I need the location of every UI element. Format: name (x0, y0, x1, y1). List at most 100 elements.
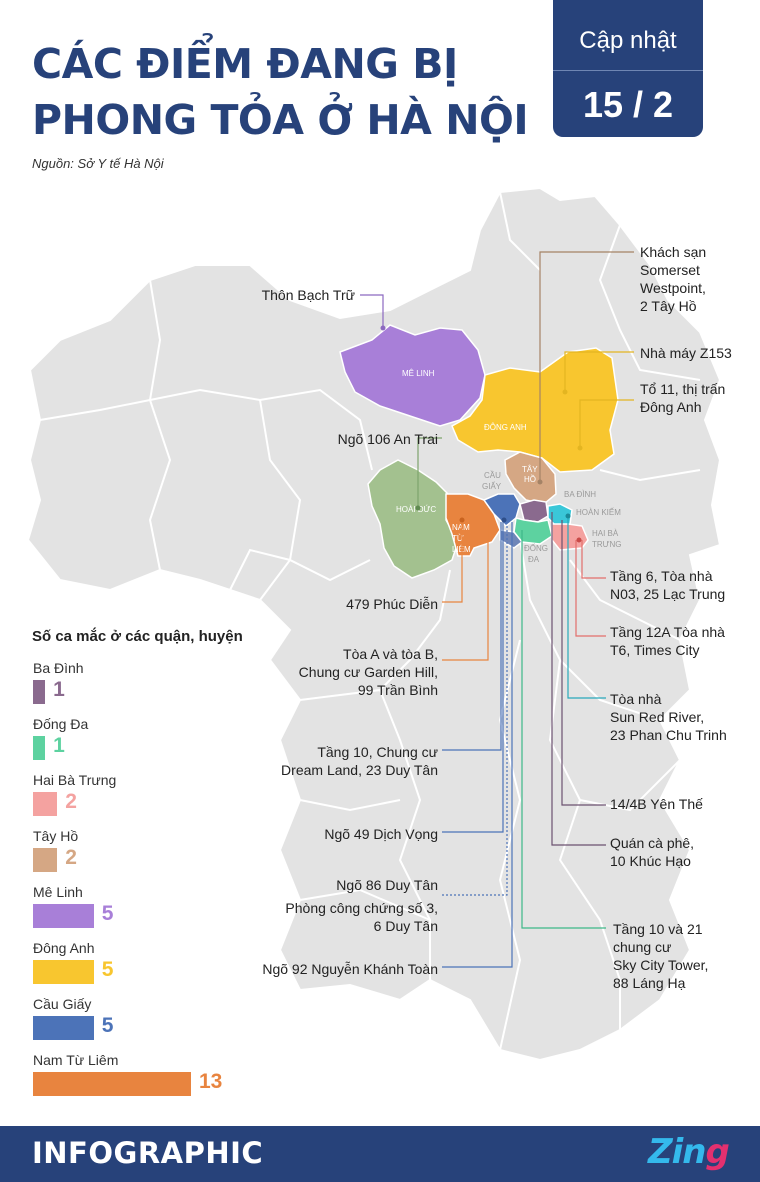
district-labels-grey: CẦU GIẤY BA ĐÌNH HOÀN KIẾM ĐỐNG ĐA HAI B… (482, 470, 622, 564)
leader-nkt (442, 522, 513, 968)
label-phucdien: 479 Phúc Diễn (346, 596, 438, 612)
dot-nkt (501, 517, 507, 523)
footer: INFOGRAPHIC Zing (0, 1126, 760, 1182)
label-gardenhill: Tòa A và tòa B, Chung cư Garden Hill, 99… (298, 646, 438, 698)
legend-name: Tây Hồ (33, 828, 79, 844)
leader-bachtru (360, 294, 384, 328)
label-ba-dinh: BA ĐÌNH (564, 490, 596, 499)
legend-value: 2 (65, 846, 77, 869)
district-cau-giay (482, 493, 521, 528)
label-tay-ho-1: TÂY (522, 465, 538, 474)
legend-bar (33, 680, 46, 704)
legend-value: 5 (101, 958, 114, 981)
label-dong-da-1: ĐỐNG (524, 543, 548, 553)
label-hoan-kiem: HOÀN KIẾM (576, 507, 621, 517)
label-skycity: Tầng 10 và 21 chung cư Sky City Tower, 8… (613, 921, 709, 991)
badge-label: Cập nhật (579, 27, 677, 54)
label-bachtru: Thôn Bạch Trữ (261, 287, 355, 303)
legend-name: Nam Từ Liêm (33, 1052, 119, 1068)
dot-sunred (565, 513, 571, 519)
label-dreamland: Tầng 10, Chung cư Dream Land, 23 Duy Tân (281, 744, 438, 778)
label-lactrung: Tầng 6, Tòa nhà N03, 25 Lạc Trung (610, 568, 726, 602)
badge-date: 15 / 2 (582, 84, 674, 125)
dot-to11 (577, 445, 583, 451)
leader-yenthe (561, 520, 606, 806)
legend-name: Mê Linh (33, 884, 83, 900)
district-tay-ho (504, 451, 557, 505)
legend-bar (33, 792, 58, 816)
leader-antrai (417, 437, 442, 508)
label-cau-giay-2: GIẤY (482, 481, 502, 491)
label-somerset: Khách sạn Somerset Westpoint, 2 Tây Hồ (640, 244, 707, 314)
leader-duytan86 (442, 522, 508, 896)
leader-timescity (575, 540, 606, 637)
label-dong-da-2: ĐA (528, 555, 540, 564)
label-timescity: Tầng 12A Tòa nhà T6, Times City (610, 624, 725, 658)
legend-bar (33, 960, 94, 984)
leader-to11 (579, 399, 634, 448)
legend-title: Số ca mắc ở các quận, huyện (32, 628, 243, 645)
update-badge: Cập nhật 15 / 2 (553, 0, 703, 137)
district-ba-dinh (519, 499, 549, 523)
leader-lactrung (581, 540, 606, 579)
label-nam-tu-liem-2: TỪ (452, 534, 464, 543)
label-to11: Tổ 11, thị trấn Đông Anh (640, 381, 726, 415)
district-hoai-duc (367, 459, 459, 579)
legend-bar (33, 1072, 191, 1096)
legend-value: 1 (53, 734, 65, 757)
leader-z153 (564, 351, 634, 392)
legend-bar (33, 1016, 94, 1040)
dot-bachtru (380, 325, 386, 331)
legend-name: Cầu Giấy (33, 996, 92, 1012)
location-dots (380, 325, 583, 543)
dot-z153 (562, 389, 568, 395)
label-hai-ba-trung-2: TRƯNG (592, 540, 622, 549)
label-duytan86: Ngõ 86 Duy Tân (336, 877, 438, 893)
legend-bar (33, 904, 94, 928)
legend-name: Ba Đình (33, 660, 84, 676)
label-khuchao: Quán cà phê, 10 Khúc Hạo (610, 835, 695, 869)
label-cau-giay-1: CẦU (484, 470, 501, 480)
label-nkt: Ngõ 92 Nguyễn Khánh Toàn (262, 961, 438, 977)
legend-value: 5 (101, 902, 114, 925)
dot-phucdien (459, 517, 465, 523)
leader-gardenhill (442, 522, 489, 661)
title-line-1: CÁC ĐIỂM ĐANG BỊ (32, 40, 458, 88)
legend-value: 1 (53, 678, 65, 701)
legend-value: 5 (101, 1014, 114, 1037)
dot-hbt (576, 537, 582, 543)
brand-wordmark: INFOGRAPHIC (32, 1136, 264, 1170)
label-tay-ho-2: HỒ (524, 474, 536, 484)
district-hai-ba-trung (551, 523, 589, 551)
legend-value: 2 (65, 790, 77, 813)
source-note: Nguồn: Sở Y tế Hà Nội (32, 156, 164, 171)
badge-divider (553, 70, 703, 71)
leader-phucdien (442, 520, 463, 603)
district-dong-anh (451, 347, 619, 473)
zing-logo: Zing (648, 1132, 730, 1172)
legend-name: Hai Bà Trưng (33, 772, 117, 788)
label-antrai: Ngõ 106 An Trai (337, 431, 438, 447)
label-sunred: Tòa nhà Sun Red River, 23 Phan Chu Trinh (610, 691, 727, 743)
legend-bar (33, 736, 46, 760)
page-title: CÁC ĐIỂM ĐANG BỊ PHONG TỎA Ở HÀ NỘI (32, 36, 529, 148)
dot-somerset (537, 479, 543, 485)
leader-lines (360, 251, 634, 968)
title-line-2: PHONG TỎA Ở HÀ NỘI (32, 96, 529, 144)
label-yenthe: 14/4B Yên Thế (610, 796, 703, 812)
label-z153: Nhà máy Z153 (640, 345, 732, 361)
leader-sunred (567, 516, 606, 699)
legend-name: Đống Đa (33, 716, 89, 732)
leader-dreamland (442, 522, 502, 751)
leader-skycity (521, 530, 606, 929)
label-dong-anh: ĐÔNG ANH (484, 423, 527, 432)
district-nam-tu-liem (445, 493, 501, 557)
district-me-linh (339, 324, 486, 427)
legend-bar (33, 848, 58, 872)
label-congchung: Phòng công chứng số 3, 6 Duy Tân (285, 900, 438, 934)
label-hai-ba-trung-1: HAI BÀ (592, 529, 619, 538)
leader-somerset (539, 251, 634, 482)
label-dichvong: Ngõ 49 Dịch Vọng (324, 826, 438, 842)
legend-value: 13 (199, 1070, 223, 1093)
